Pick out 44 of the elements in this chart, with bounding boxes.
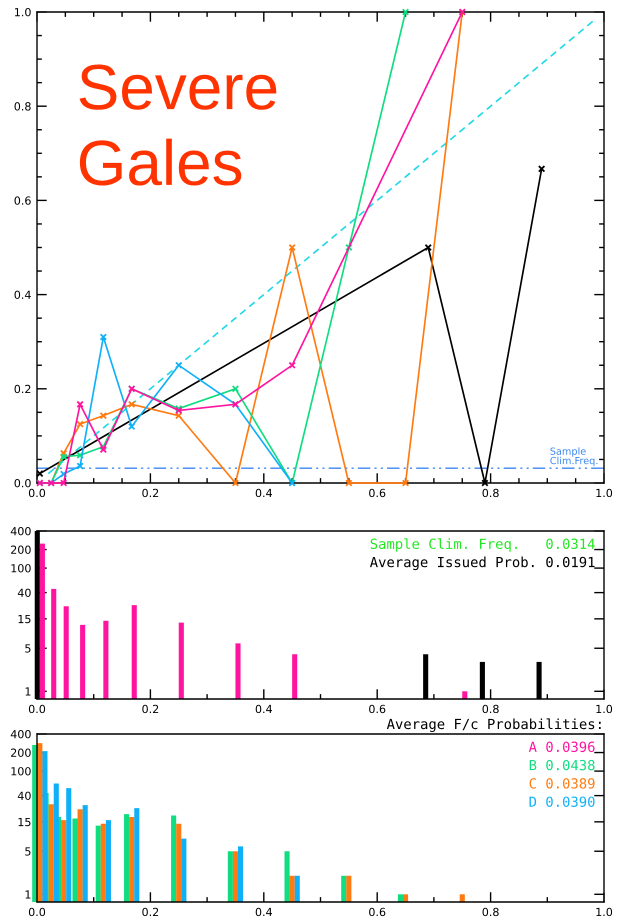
y-tick-label: 200 — [11, 748, 31, 757]
y-tick-label: 400 — [10, 526, 31, 536]
y-tick-label: 1.0 — [14, 8, 31, 16]
x-tick-label: 1.0 — [596, 908, 612, 916]
x-tick-label: 1.0 — [596, 488, 612, 498]
y-tick-label: 1 — [26, 687, 30, 696]
x-tick-label: 1.0 — [596, 704, 612, 714]
y-tick-label: 0.2 — [14, 384, 30, 394]
y-tick-label: 15 — [18, 818, 30, 826]
x-tick-label: 0.4 — [256, 908, 272, 916]
y-tick-label: 40 — [18, 588, 31, 597]
x-tick-label: 0.8 — [482, 488, 499, 498]
x-tick-label: 0.2 — [142, 908, 158, 916]
x-tick-label: 0.6 — [369, 704, 386, 714]
x-tick-label: 0.2 — [142, 704, 158, 714]
y-tick-label: 400 — [10, 730, 31, 738]
text: C 0.0389 — [530, 778, 595, 789]
y-tick-label: 0.8 — [14, 102, 31, 111]
y-tick-label: 200 — [11, 546, 31, 554]
text: D 0.0390 — [530, 796, 595, 807]
x-tick-label: 0.2 — [142, 488, 158, 498]
y-tick-label: 0.6 — [14, 196, 31, 205]
annotation: Sample Clim. Freq. 0.0314 — [370, 538, 595, 552]
x-tick-label: 0.8 — [482, 704, 499, 714]
y-tick-label: 100 — [11, 564, 31, 572]
x-tick-label: 0.4 — [256, 704, 272, 714]
y-tick-label: 100 — [11, 767, 31, 776]
x-tick-label: 0.8 — [482, 908, 499, 916]
x-tick-label: 0.6 — [369, 908, 386, 916]
y-tick-label: 0.0 — [14, 478, 31, 488]
legend-title: Average F/c Probabilities: — [386, 718, 601, 732]
annotation: A 0.0396 — [528, 742, 595, 752]
y-tick-label: 40 — [18, 792, 31, 800]
y-tick-label: 0.4 — [14, 290, 31, 299]
annotation: Average Issued Prob. 0.0191 — [370, 556, 595, 570]
y-tick-label: 5 — [25, 644, 30, 653]
ref-line-label: Sample Clim.Freq. — [550, 447, 598, 466]
x-tick-label: 0.6 — [369, 488, 386, 498]
text: B 0.0438 — [530, 760, 595, 770]
y-tick-label: 1 — [26, 890, 30, 899]
y-tick-label: 5 — [25, 847, 30, 856]
y-tick-label: 15 — [18, 614, 30, 624]
x-tick-label: 0.4 — [256, 488, 272, 498]
text: Severe Gales — [80, 64, 276, 186]
